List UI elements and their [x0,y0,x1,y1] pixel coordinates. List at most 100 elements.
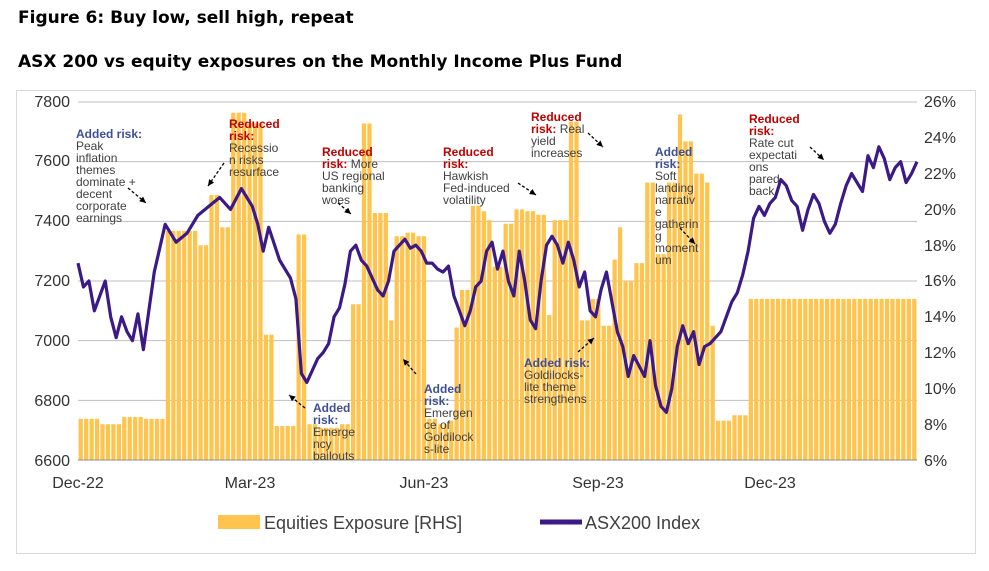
exposure-bar [389,320,394,460]
exposure-bar [868,298,873,460]
exposure-bar [487,220,492,460]
exposure-bar [547,315,552,460]
equities-exposure-bars [78,112,917,461]
annotation-line: dominate + [76,175,136,189]
exposure-bar [443,424,448,460]
exposure-bar [775,298,781,460]
x-tick-label: Mar-23 [225,475,276,492]
legend-bars-swatch [218,515,260,529]
annotation-line: Goldilock [424,430,474,444]
exposure-bar [574,121,579,460]
exposure-bar [879,298,884,460]
exposure-bar [416,236,421,460]
exposure-bar [884,298,890,460]
exposure-bar [503,223,508,460]
exposure-bar [476,205,481,460]
y-right-tick-label: 16% [924,273,956,290]
exposure-bar [105,424,111,460]
exposure-bar [677,114,683,460]
exposure-bar [536,214,541,460]
exposure-bar [525,211,530,460]
exposure-bar [721,420,726,460]
exposure-bar [258,123,263,460]
y-right-tick-label: 8% [924,417,947,434]
exposure-bar [770,298,775,460]
annotation-arrowhead [817,153,824,160]
exposure-bar [274,425,279,460]
x-tick-label: Sep-23 [572,475,624,492]
annotation-risk-word: risk: [443,157,468,171]
exposure-bar [863,298,868,460]
exposure-bar [427,418,432,460]
legend-line-label: ASX200 Index [585,513,700,533]
annotation-arrowhead [596,140,603,147]
exposure-bar [410,232,416,460]
annotation-line: Emergen [424,406,473,420]
annotation-line: risk: [749,124,774,138]
exposure-bar [351,304,356,460]
exposure-bar [824,298,830,460]
exposure-bar [786,298,792,460]
exposure-bar [454,327,459,460]
x-tick-label: Dec-23 [744,475,796,492]
exposure-bar [171,230,176,460]
annotation-line: gatherin [655,217,698,231]
exposure-bar [367,123,372,460]
exposure-bar [612,259,617,460]
annotation-line: inflation [76,151,117,165]
exposure-bar [198,245,203,460]
exposure-bar [792,298,797,460]
exposure-bar [160,418,165,460]
chart-frame [16,90,976,554]
y-right-tick-label: 12% [924,345,956,362]
annotation-risk-word: risk: [424,394,449,408]
annotation-line: risk: [424,394,449,408]
exposure-bar [242,112,247,461]
exposure-bar [558,220,563,460]
y-right-tick-label: 26% [924,94,956,111]
annotation-arrowhead [529,189,536,195]
annotation-line: Emerge [313,425,355,439]
exposure-bar [323,427,329,460]
annotation-risk-word: risk: [531,122,556,136]
annotation-lead: Reduced [443,145,494,159]
annotation-line: decent [76,187,113,201]
annotation-risk-word: risk: [313,413,338,427]
annotation-line: yield [531,134,556,148]
exposure-bar [122,417,127,460]
exposure-bar [345,424,350,460]
exposure-bar [694,173,699,460]
axes: Dec-22 Mar-23 Jun-23 Sep-23 Dec-23 6600 … [34,94,956,492]
exposure-bar [623,281,628,460]
exposure-bar [710,325,715,460]
exposure-bar [852,298,857,460]
exposure-bar [814,298,819,460]
exposure-bar [846,298,852,460]
exposure-bar [116,424,121,460]
annotation-lead: Added [424,382,461,396]
exposure-bar [688,141,694,460]
annotation-line: strengthens [524,392,587,406]
annotation-risk-word: risk: [229,129,254,143]
exposure-bar [236,112,241,461]
exposure-bar [781,298,786,460]
exposure-bar [165,230,171,460]
exposure-bar [705,182,710,461]
exposure-bar [149,418,154,460]
annotation-line: risk: More [322,157,378,171]
exposure-bar [579,320,585,460]
annotation-line: banking [322,181,364,195]
exposure-bar [220,227,225,460]
exposure-bar [329,427,334,460]
exposure-bar [568,121,574,460]
exposure-bar [656,254,661,460]
annotation-lead: Reduced [229,117,280,131]
exposure-bar [318,427,323,460]
exposure-bar [421,236,427,460]
exposure-bar [465,289,470,460]
exposure-bar [214,195,220,460]
annotation-line: ce of [424,418,451,432]
annotation-line: Hawkish [443,169,488,183]
exposure-bar [127,417,132,460]
annotation-line: pared [749,172,780,186]
